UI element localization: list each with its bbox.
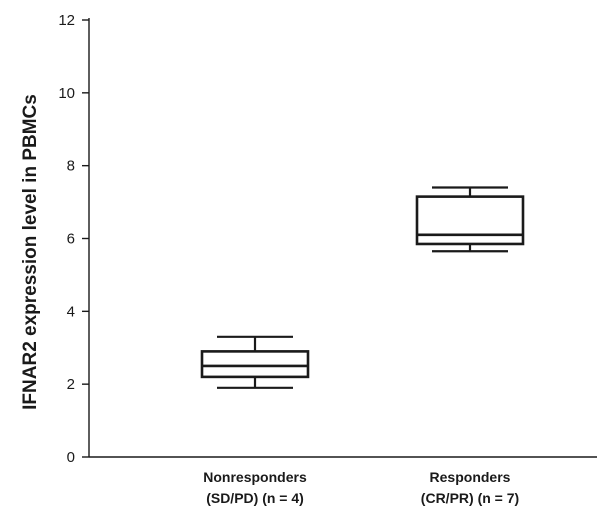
y-tick-label: 8 — [67, 158, 75, 175]
y-tick-label: 6 — [67, 231, 75, 248]
y-tick-label: 10 — [58, 85, 75, 102]
box-group — [415, 186, 525, 253]
y-tick-label: 4 — [67, 303, 75, 320]
y-tick-label: 0 — [67, 449, 75, 466]
iqr-box — [200, 350, 310, 379]
category-label-line2: (CR/PR) (n = 7) — [421, 490, 519, 506]
boxes — [200, 186, 525, 389]
category-label-line1: Nonresponders — [203, 469, 307, 485]
box-group — [200, 335, 310, 389]
y-tick-label: 12 — [58, 12, 75, 29]
category-label-line1: Responders — [430, 469, 511, 485]
iqr-box — [415, 195, 525, 246]
category-labels: Nonresponders (SD/PD) (n = 4) Responders (C… — [203, 469, 519, 506]
y-axis-ticks: 0 2 4 6 8 10 12 — [58, 12, 89, 466]
y-axis-label: IFNAR2 expression level in PBMCs — [20, 94, 41, 410]
y-tick-label: 2 — [67, 376, 75, 393]
category-label-line2: (SD/PD) (n = 4) — [206, 490, 304, 506]
